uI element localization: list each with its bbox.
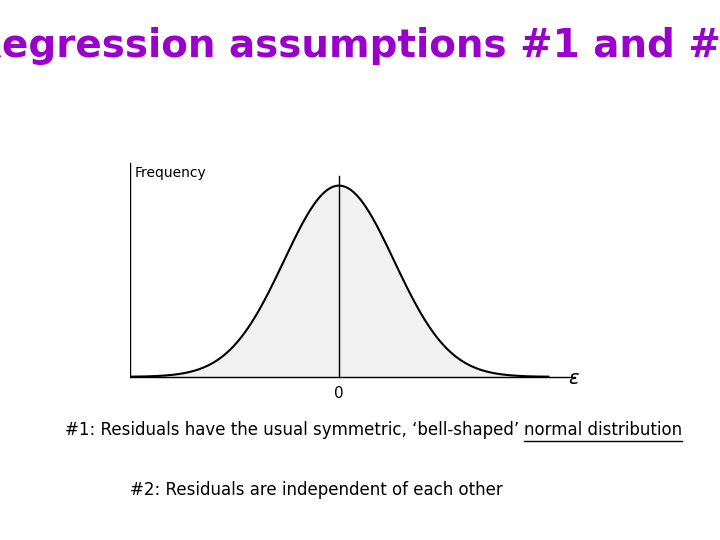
Text: #2: Residuals are independent of each other: #2: Residuals are independent of each ot… bbox=[130, 481, 503, 498]
Text: Frequency: Frequency bbox=[135, 166, 207, 180]
Text: #1: Residuals have the usual symmetric, ‘bell-shaped’: #1: Residuals have the usual symmetric, … bbox=[65, 421, 524, 439]
Text: normal distribution: normal distribution bbox=[524, 421, 683, 439]
Text: ε: ε bbox=[568, 369, 578, 388]
Text: 0: 0 bbox=[334, 387, 344, 401]
Text: Regression assumptions #1 and #2: Regression assumptions #1 and #2 bbox=[0, 27, 720, 65]
